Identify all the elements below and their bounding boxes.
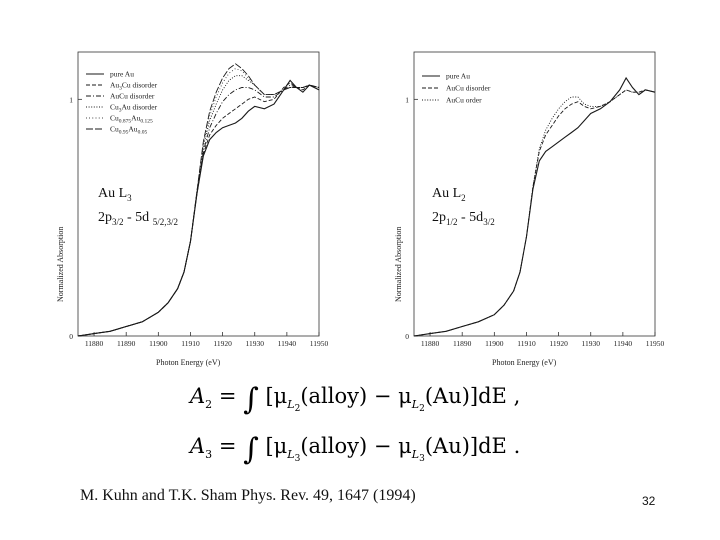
series-line-4 bbox=[77, 75, 320, 337]
x-axis-label: Photon Energy (eV) bbox=[156, 358, 221, 367]
legend-entry-2: AuCu disorder bbox=[446, 84, 491, 93]
y-axis-label: Normalized Absorption bbox=[56, 226, 65, 302]
x-tick-label: 11880 bbox=[85, 339, 104, 348]
formula-a2: A2 = ∫ [μL2(alloy) − μL2(Au)]dE , bbox=[190, 382, 521, 417]
plot-frame bbox=[413, 51, 656, 337]
x-tick-label: 11950 bbox=[646, 339, 665, 348]
chart-l3: 11880 11890 11900 11910 11920 11930 11940 11950… bbox=[69, 51, 329, 348]
series-line-3 bbox=[77, 84, 320, 337]
y-tick-label: 0 bbox=[69, 332, 73, 341]
x-tick-label: 11890 bbox=[117, 339, 136, 348]
x-tick-label: 11920 bbox=[549, 339, 568, 348]
x-tick-label: 11900 bbox=[485, 339, 504, 348]
x-tick-label: 11920 bbox=[213, 339, 232, 348]
plot-frame bbox=[77, 51, 320, 337]
edge-label-l3: Au L3 2p3/2 - 5d 5/2,3/2 bbox=[98, 186, 178, 227]
x-tick-label: 11940 bbox=[614, 339, 633, 348]
legend-entry-3: AuCu order bbox=[446, 96, 482, 105]
chart-panel-l3: 11880 11890 11900 11910 11920 11930 11940 11950… bbox=[56, 44, 329, 374]
series-line-6 bbox=[77, 63, 320, 337]
x-tick-label: 11940 bbox=[278, 339, 297, 348]
x-tick-label: 11910 bbox=[181, 339, 200, 348]
x-axis-label: Photon Energy (eV) bbox=[492, 358, 557, 367]
legend-entry-1: pure Au bbox=[446, 72, 470, 81]
legend-entry-1: pure Au bbox=[110, 70, 134, 79]
legend-entry-6: Cu0.95Au0.05 bbox=[110, 125, 147, 136]
series-line-3 bbox=[413, 89, 656, 337]
y-axis-label: Normalized Absorption bbox=[394, 226, 403, 302]
x-tick-label: 11900 bbox=[149, 339, 168, 348]
legend-entry-3: AuCu disorder bbox=[110, 92, 155, 101]
chart-l2: 11880 11890 11900 11910 11920 11930 11940 11950… bbox=[405, 51, 664, 348]
legend-entry-2: Au3Cu disorder bbox=[110, 81, 158, 92]
legend-entry-4: Cu3Au disorder bbox=[110, 103, 158, 114]
formula-a3: A3 = ∫ [μL3(alloy) − μL3(Au)]dE . bbox=[190, 432, 521, 467]
x-tick-label: 11930 bbox=[245, 339, 264, 348]
chart-panel-l2: 11880 11890 11900 11910 11920 11930 11940 11950… bbox=[392, 44, 664, 374]
legend-entry-5: Cu0.875Au0.125 bbox=[110, 114, 153, 125]
y-tick-label: 1 bbox=[69, 95, 73, 104]
x-tick-label: 11880 bbox=[421, 339, 440, 348]
y-tick-label: 0 bbox=[405, 332, 409, 341]
edge-label-l2: Au L2 2p1/2 - 5d3/2 bbox=[432, 186, 495, 227]
x-tick-label: 11930 bbox=[581, 339, 600, 348]
x-tick-label: 11910 bbox=[517, 339, 536, 348]
x-tick-label: 11950 bbox=[310, 339, 329, 348]
slide-number: 32 bbox=[642, 494, 656, 508]
x-tick-label: 11890 bbox=[453, 339, 472, 348]
y-tick-label: 1 bbox=[405, 95, 409, 104]
citation: M. Kuhn and T.K. Sham Phys. Rev. 49, 164… bbox=[80, 487, 416, 504]
